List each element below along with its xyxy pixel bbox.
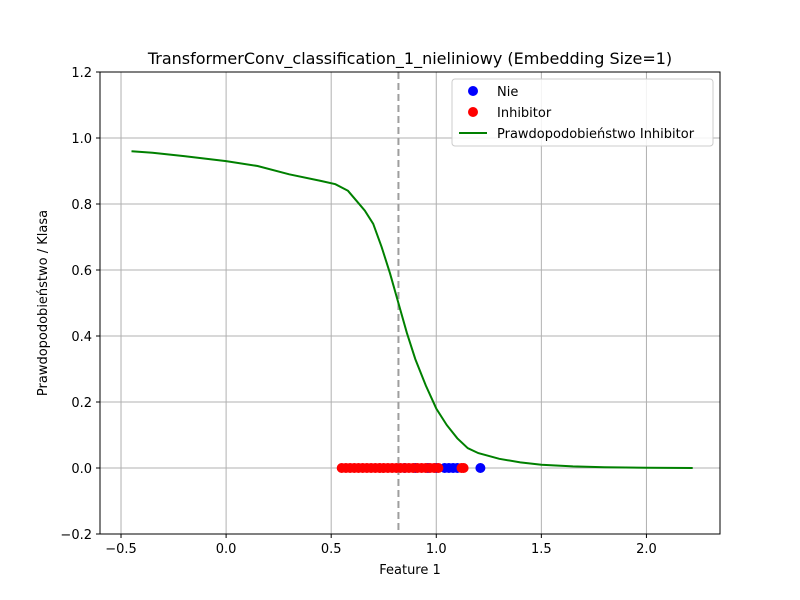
plot-frame [99, 71, 721, 535]
legend-marker-inhibitor [468, 107, 478, 117]
y-tick-label: 1.0 [71, 132, 92, 147]
point-inhibitor [433, 463, 444, 473]
probability-curve [131, 150, 693, 469]
y-tick-label: 1.2 [71, 66, 92, 81]
x-tick-label: 1.5 [531, 542, 552, 557]
x-tick-label: 1.0 [426, 542, 447, 557]
x-tick-label: 0.5 [321, 542, 342, 557]
y-tick-label: 0.4 [71, 330, 92, 345]
y-axis-label: Prawdopodobieństwo / Klasa [36, 210, 51, 396]
legend-label-nie: Nie [497, 85, 518, 100]
point-inhibitor [458, 463, 469, 473]
y-axis-ticks: −0.2 0.0 0.2 0.4 0.6 0.8 1.0 1.2 [60, 66, 100, 543]
y-tick-label: 0.6 [71, 264, 92, 279]
legend-label-probability: Prawdopodobieństwo Inhibitor [497, 127, 695, 142]
x-tick-label: 2.0 [636, 542, 657, 557]
legend-marker-nie [468, 86, 478, 96]
legend: Nie Inhibitor Prawdopodobieństwo Inhibit… [451, 78, 714, 147]
probability-curve-layer [131, 150, 693, 469]
chart-title: TransformerConv_classification_1_nielini… [147, 49, 672, 69]
y-tick-label: 0.2 [71, 396, 92, 411]
x-axis-label: Feature 1 [379, 563, 441, 578]
y-tick-label: 0.0 [71, 462, 92, 477]
point-nie [475, 463, 486, 473]
x-tick-label: 0.0 [216, 542, 237, 557]
y-tick-label: 0.8 [71, 198, 92, 213]
scatter-points-layer [336, 463, 486, 473]
x-tick-label: −0.5 [105, 542, 137, 557]
x-axis-ticks: −0.5 0.0 0.5 1.0 1.5 2.0 [105, 534, 657, 557]
legend-box [451, 78, 714, 147]
legend-label-inhibitor: Inhibitor [497, 106, 552, 121]
y-tick-label: −0.2 [60, 528, 92, 543]
